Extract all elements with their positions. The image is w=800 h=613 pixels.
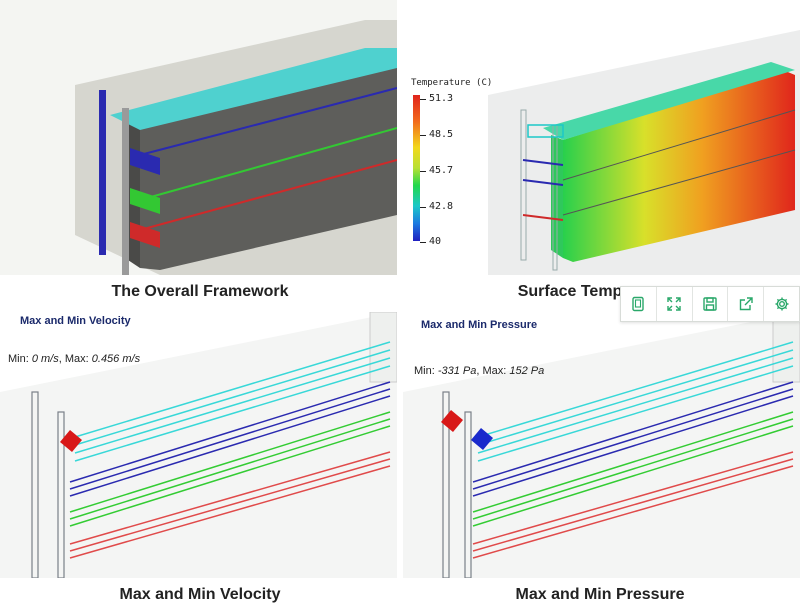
velocity-caption: Max and Min Velocity bbox=[119, 586, 281, 603]
pressure-render bbox=[403, 312, 800, 578]
surface-temperature-render bbox=[403, 0, 800, 275]
pressure-min-max: Min: -331 Pa, Max: 152 Pa bbox=[414, 365, 544, 377]
legend-tick: 42.8 bbox=[419, 201, 454, 212]
save-icon bbox=[703, 297, 717, 311]
tablet-view-button[interactable] bbox=[621, 287, 657, 321]
pressure-max-label: , Max: bbox=[476, 365, 510, 377]
gear-icon bbox=[775, 297, 789, 311]
pressure-panel: Max and Min Pressure Min: -331 Pa, Max: … bbox=[403, 312, 800, 578]
pressure-min-value: -331 Pa bbox=[437, 365, 477, 377]
settings-button[interactable] bbox=[764, 287, 799, 321]
velocity-max-value: 0.456 m/s bbox=[91, 353, 141, 365]
legend-tick: 40 bbox=[419, 236, 442, 247]
velocity-min-label: Min: bbox=[8, 353, 32, 365]
pressure-overlay-title: Max and Min Pressure bbox=[421, 319, 538, 331]
share-button[interactable] bbox=[728, 287, 765, 321]
fullscreen-button[interactable] bbox=[657, 287, 693, 321]
pressure-min-label: Min: bbox=[414, 365, 438, 377]
velocity-min-value: 0 m/s bbox=[31, 353, 59, 365]
surface-temperature-panel: Temperature (C) 51.3 48.5 45.7 42.8 40 bbox=[403, 0, 800, 275]
temperature-legend: Temperature (C) 51.3 48.5 45.7 42.8 40 bbox=[411, 78, 501, 248]
tablet-icon bbox=[632, 296, 645, 312]
surface-temperature-caption: Surface Temp bbox=[517, 283, 623, 300]
legend-title: Temperature (C) bbox=[411, 78, 493, 88]
overall-framework-panel bbox=[0, 0, 397, 275]
overall-framework-caption: The Overall Framework bbox=[111, 283, 289, 300]
save-button[interactable] bbox=[693, 287, 729, 321]
legend-color-bar bbox=[413, 95, 420, 241]
overall-framework-render bbox=[0, 0, 397, 275]
fullscreen-icon bbox=[667, 297, 681, 311]
pressure-caption: Max and Min Pressure bbox=[515, 586, 685, 603]
legend-tick: 51.3 bbox=[419, 93, 454, 104]
pressure-max-value: 152 Pa bbox=[509, 365, 545, 377]
share-icon bbox=[739, 297, 753, 311]
velocity-min-max: Min: 0 m/s, Max: 0.456 m/s bbox=[8, 353, 140, 365]
velocity-overlay-title: Max and Min Velocity bbox=[20, 315, 131, 327]
velocity-render bbox=[0, 312, 397, 578]
legend-tick: 48.5 bbox=[419, 129, 454, 140]
legend-tick: 45.7 bbox=[419, 165, 454, 176]
velocity-max-label: , Max: bbox=[58, 353, 92, 365]
image-toolbar bbox=[620, 286, 800, 322]
velocity-panel: Max and Min Velocity Min: 0 m/s, Max: 0.… bbox=[0, 312, 397, 578]
